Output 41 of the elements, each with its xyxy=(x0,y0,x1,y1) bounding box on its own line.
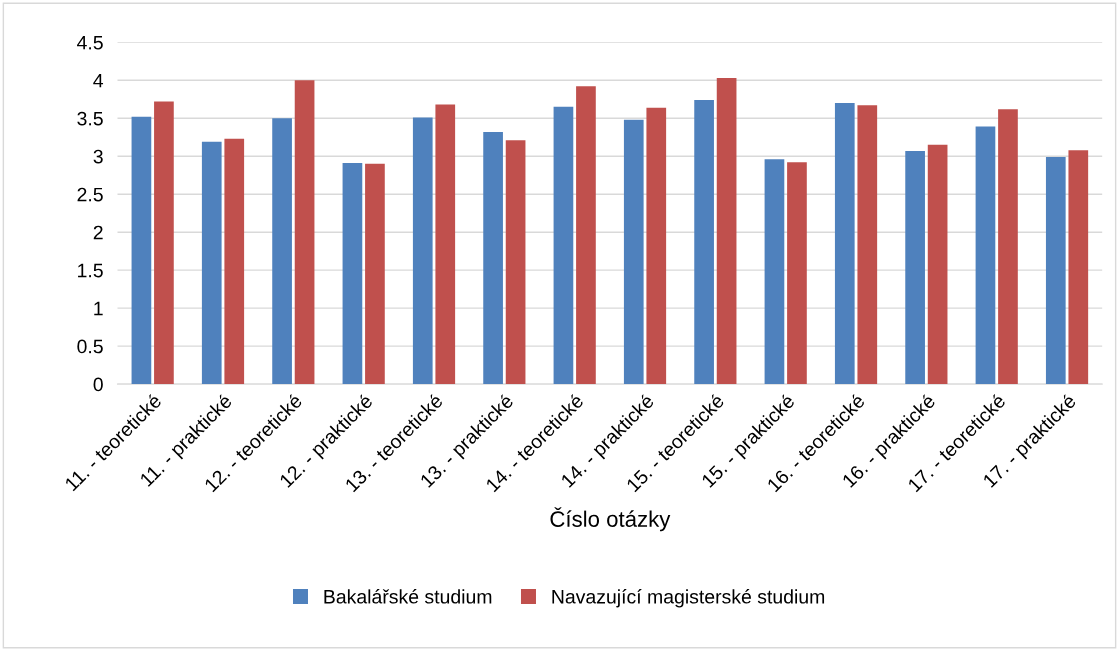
y-tick-label: 4.5 xyxy=(77,35,103,50)
bar xyxy=(694,100,714,385)
bar xyxy=(272,118,292,385)
bar xyxy=(857,105,878,385)
y-tick-label: 0.5 xyxy=(77,339,103,354)
bar xyxy=(787,162,807,385)
y-tick-label: 1 xyxy=(94,301,103,316)
bar xyxy=(576,86,596,385)
bar xyxy=(294,80,315,385)
bar xyxy=(505,140,526,385)
bar xyxy=(154,101,174,385)
bar xyxy=(342,163,363,385)
y-tick-label: 1.5 xyxy=(78,263,103,278)
y-tick-label: 3.5 xyxy=(77,111,103,126)
bar xyxy=(623,119,644,385)
legend-label: Bakalářské studium xyxy=(324,589,492,604)
bar xyxy=(998,109,1018,385)
y-tick-label: 2 xyxy=(93,225,103,240)
bar xyxy=(1068,150,1089,385)
bar xyxy=(365,163,385,385)
bar xyxy=(435,104,456,385)
bar xyxy=(201,141,222,385)
legend-label: Navazující magisterské studium xyxy=(552,589,825,608)
y-tick-label: 4 xyxy=(93,73,104,88)
y-tick-label: 0 xyxy=(93,377,103,392)
bar xyxy=(764,159,785,385)
bar xyxy=(905,150,925,385)
bar xyxy=(483,131,503,385)
bar xyxy=(412,117,433,385)
y-tick-label: 2.5 xyxy=(77,187,103,202)
bar xyxy=(927,144,948,385)
bar xyxy=(646,107,667,385)
bar xyxy=(131,116,152,385)
bar xyxy=(224,138,245,385)
bar xyxy=(716,78,737,385)
y-tick-label: 3 xyxy=(93,149,103,164)
bar xyxy=(834,103,855,385)
bar xyxy=(975,126,996,385)
bar xyxy=(1045,157,1066,385)
bar xyxy=(553,106,574,385)
x-axis-title: Číslo otázky xyxy=(550,507,671,532)
